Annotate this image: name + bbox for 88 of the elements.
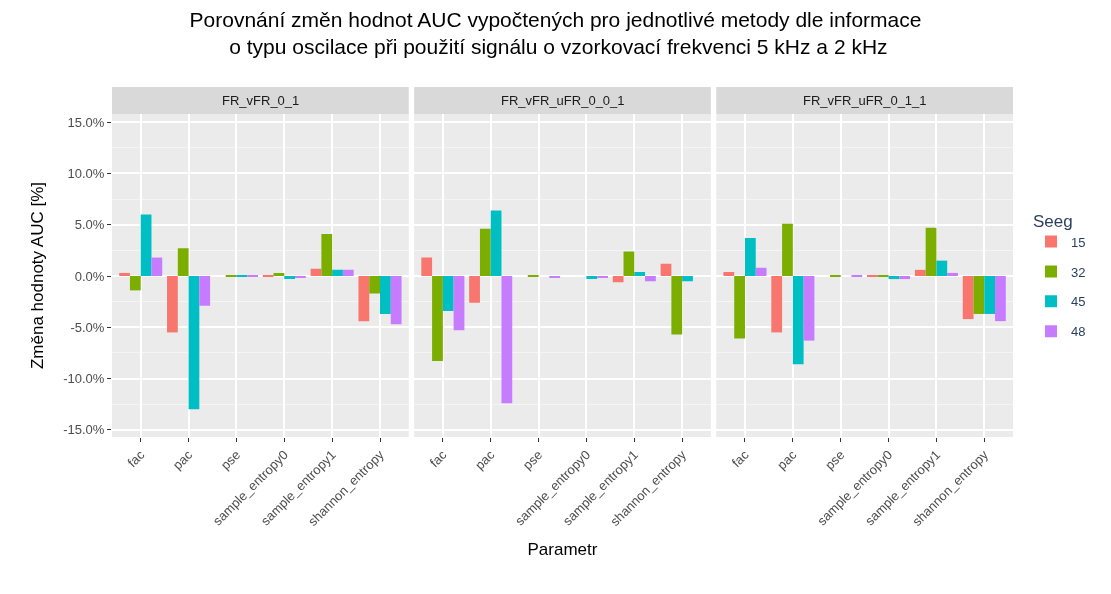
bar xyxy=(771,276,783,333)
bar xyxy=(479,228,491,277)
chart-subtitle: FR_vFR_uFR_0_1_1 xyxy=(803,93,927,108)
chart-subtitle: FR_vFR_uFR_0_0_1 xyxy=(501,93,625,108)
bar xyxy=(273,272,285,277)
bar xyxy=(973,276,985,314)
bar xyxy=(188,276,200,410)
bar xyxy=(660,263,672,277)
bar xyxy=(358,276,370,322)
bar xyxy=(177,248,189,277)
bar xyxy=(421,257,433,277)
bar xyxy=(899,276,911,280)
bar xyxy=(782,223,793,277)
x-tick-label: pac xyxy=(169,446,196,473)
bar xyxy=(947,272,958,277)
bar xyxy=(380,276,391,314)
bar xyxy=(469,276,480,303)
x-tick-label: fac xyxy=(728,446,753,471)
bar xyxy=(612,276,624,283)
bar xyxy=(332,269,343,277)
bar xyxy=(369,276,381,294)
y-tick-label: 5.0% xyxy=(74,217,105,233)
bar xyxy=(877,274,889,277)
bar xyxy=(888,276,900,280)
bar xyxy=(755,267,767,277)
y-tick-label: -10.0% xyxy=(63,371,105,387)
bar xyxy=(744,238,756,277)
bar xyxy=(236,274,248,277)
bar xyxy=(549,276,561,279)
x-tick-label: pac xyxy=(774,446,800,473)
bar xyxy=(321,233,333,277)
bar xyxy=(984,276,996,314)
bar xyxy=(851,274,863,277)
bar xyxy=(671,276,683,335)
x-tick-label: fac xyxy=(124,446,148,471)
bar xyxy=(262,274,274,277)
bar xyxy=(199,276,211,306)
bar xyxy=(645,276,656,282)
bar xyxy=(432,276,443,362)
bar xyxy=(723,271,735,277)
bar xyxy=(867,274,878,277)
y-tick-label: -15.0% xyxy=(63,422,105,438)
y-axis-title: Změna hodnoty AUC [%] xyxy=(27,181,47,370)
bar xyxy=(247,274,258,277)
bar xyxy=(129,276,141,291)
bar xyxy=(586,276,598,280)
bar xyxy=(310,268,322,277)
bar xyxy=(829,274,841,277)
bar xyxy=(734,276,745,339)
bar xyxy=(342,269,354,277)
bar xyxy=(453,276,465,331)
bar xyxy=(623,251,635,277)
bar xyxy=(225,274,237,277)
bar xyxy=(597,276,608,279)
bar xyxy=(490,210,502,277)
bar xyxy=(936,260,948,277)
bar xyxy=(995,276,1006,322)
bar xyxy=(390,276,402,325)
legend-title: Seeg xyxy=(1033,211,1073,231)
x-axis-title: Parametr xyxy=(527,540,598,560)
x-tick-label: fac xyxy=(426,446,450,471)
bar xyxy=(682,276,693,282)
legend-label: 45 xyxy=(1071,294,1086,310)
bar xyxy=(792,276,804,365)
bar xyxy=(914,269,926,277)
y-tick-label: 0.0% xyxy=(74,268,105,284)
bar xyxy=(295,276,306,279)
bar xyxy=(962,276,974,320)
chart-subtitle: FR_vFR_0_1 xyxy=(222,93,300,108)
bar xyxy=(501,276,513,404)
bar xyxy=(527,274,539,277)
bar xyxy=(140,214,152,277)
bar xyxy=(167,276,178,333)
bar xyxy=(634,271,646,277)
text: Porovnání změn hodnot AUC vypočtených pro jednotlivé metody dle informace o typu oscilace při použití signálu o vzorkovací frekvenci 5 kHz a 2 kHz xyxy=(189,7,922,59)
bar xyxy=(151,257,163,277)
bar xyxy=(442,276,454,311)
legend-label: 32 xyxy=(1071,264,1086,280)
bar xyxy=(284,276,296,280)
bar xyxy=(803,276,815,341)
y-tick-label: 10.0% xyxy=(67,166,105,182)
y-tick-label: -5.0% xyxy=(70,319,105,335)
legend-label: 15 xyxy=(1071,234,1086,250)
y-tick-label: 15.0% xyxy=(67,114,105,130)
legend-label: 48 xyxy=(1071,324,1086,340)
bar xyxy=(925,227,937,277)
bar xyxy=(119,272,130,277)
x-tick-label: pac xyxy=(472,446,498,473)
